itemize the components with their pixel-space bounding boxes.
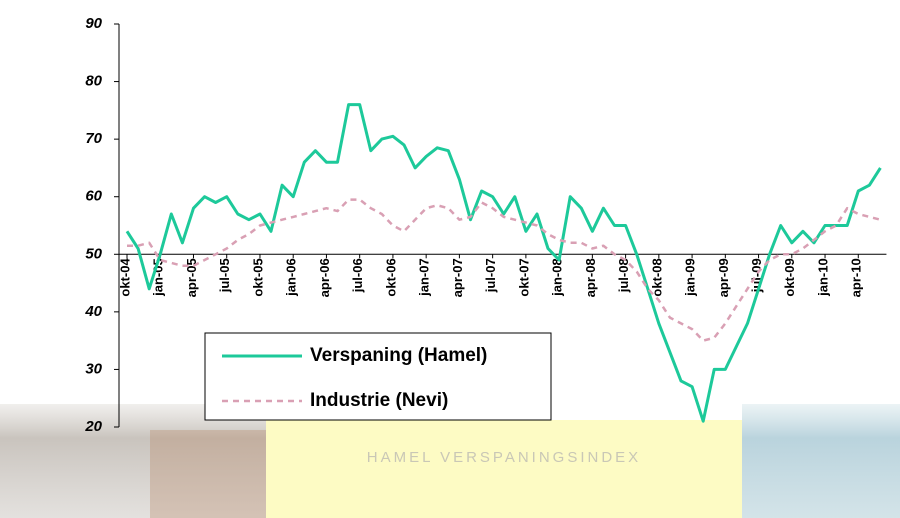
x-tick-label: apr-06 <box>317 258 332 297</box>
x-tick-label: apr-08 <box>583 258 598 297</box>
y-tick-label: 50 <box>85 245 102 262</box>
x-tick-label: jan-06 <box>284 258 299 297</box>
x-tick-label: jul-07 <box>483 258 498 293</box>
y-tick-label: 90 <box>85 15 102 32</box>
x-tick-label: apr-07 <box>450 258 465 297</box>
x-tick-label: jan-07 <box>417 258 432 297</box>
x-tick-label: okt-09 <box>782 258 797 296</box>
y-tick-label: 80 <box>85 73 102 90</box>
x-tick-label: okt-07 <box>516 258 531 296</box>
x-tick-label: jan-09 <box>683 258 698 297</box>
x-tick-label: jul-06 <box>350 258 365 293</box>
banner-panel <box>266 420 742 518</box>
legend: Verspaning (Hamel) Industrie (Nevi) <box>205 333 551 420</box>
legend-label: Verspaning (Hamel) <box>310 345 487 366</box>
series-line <box>127 200 880 341</box>
banner-image <box>742 404 900 518</box>
x-tick-label: apr-09 <box>716 258 731 297</box>
y-tick-label: 20 <box>84 418 102 435</box>
x-tick-label: okt-08 <box>649 258 664 296</box>
x-tick-label: okt-05 <box>250 258 265 296</box>
x-tick-label: jul-08 <box>616 258 631 293</box>
y-tick-label: 40 <box>84 303 102 320</box>
legend-label: Industrie (Nevi) <box>310 390 448 411</box>
x-tick-label: jan-08 <box>550 258 565 297</box>
x-tick-label: jan-10 <box>815 258 830 297</box>
y-tick-label: 30 <box>85 360 102 377</box>
y-tick-label: 70 <box>85 130 102 147</box>
x-tick-label: jul-05 <box>217 258 232 293</box>
banner: HAMEL VERSPANINGSINDEX <box>0 404 900 518</box>
x-tick-label: okt-04 <box>117 258 132 297</box>
x-tick-label: okt-06 <box>383 258 398 296</box>
banner-image <box>150 430 266 518</box>
banner-text: HAMEL VERSPANINGSINDEX <box>367 449 641 466</box>
chart: HAMEL VERSPANINGSINDEX 20 30 40 50 60 70 80 90 o… <box>0 0 900 518</box>
x-tick-label: apr-10 <box>849 258 864 297</box>
y-tick-label: 60 <box>85 188 102 205</box>
